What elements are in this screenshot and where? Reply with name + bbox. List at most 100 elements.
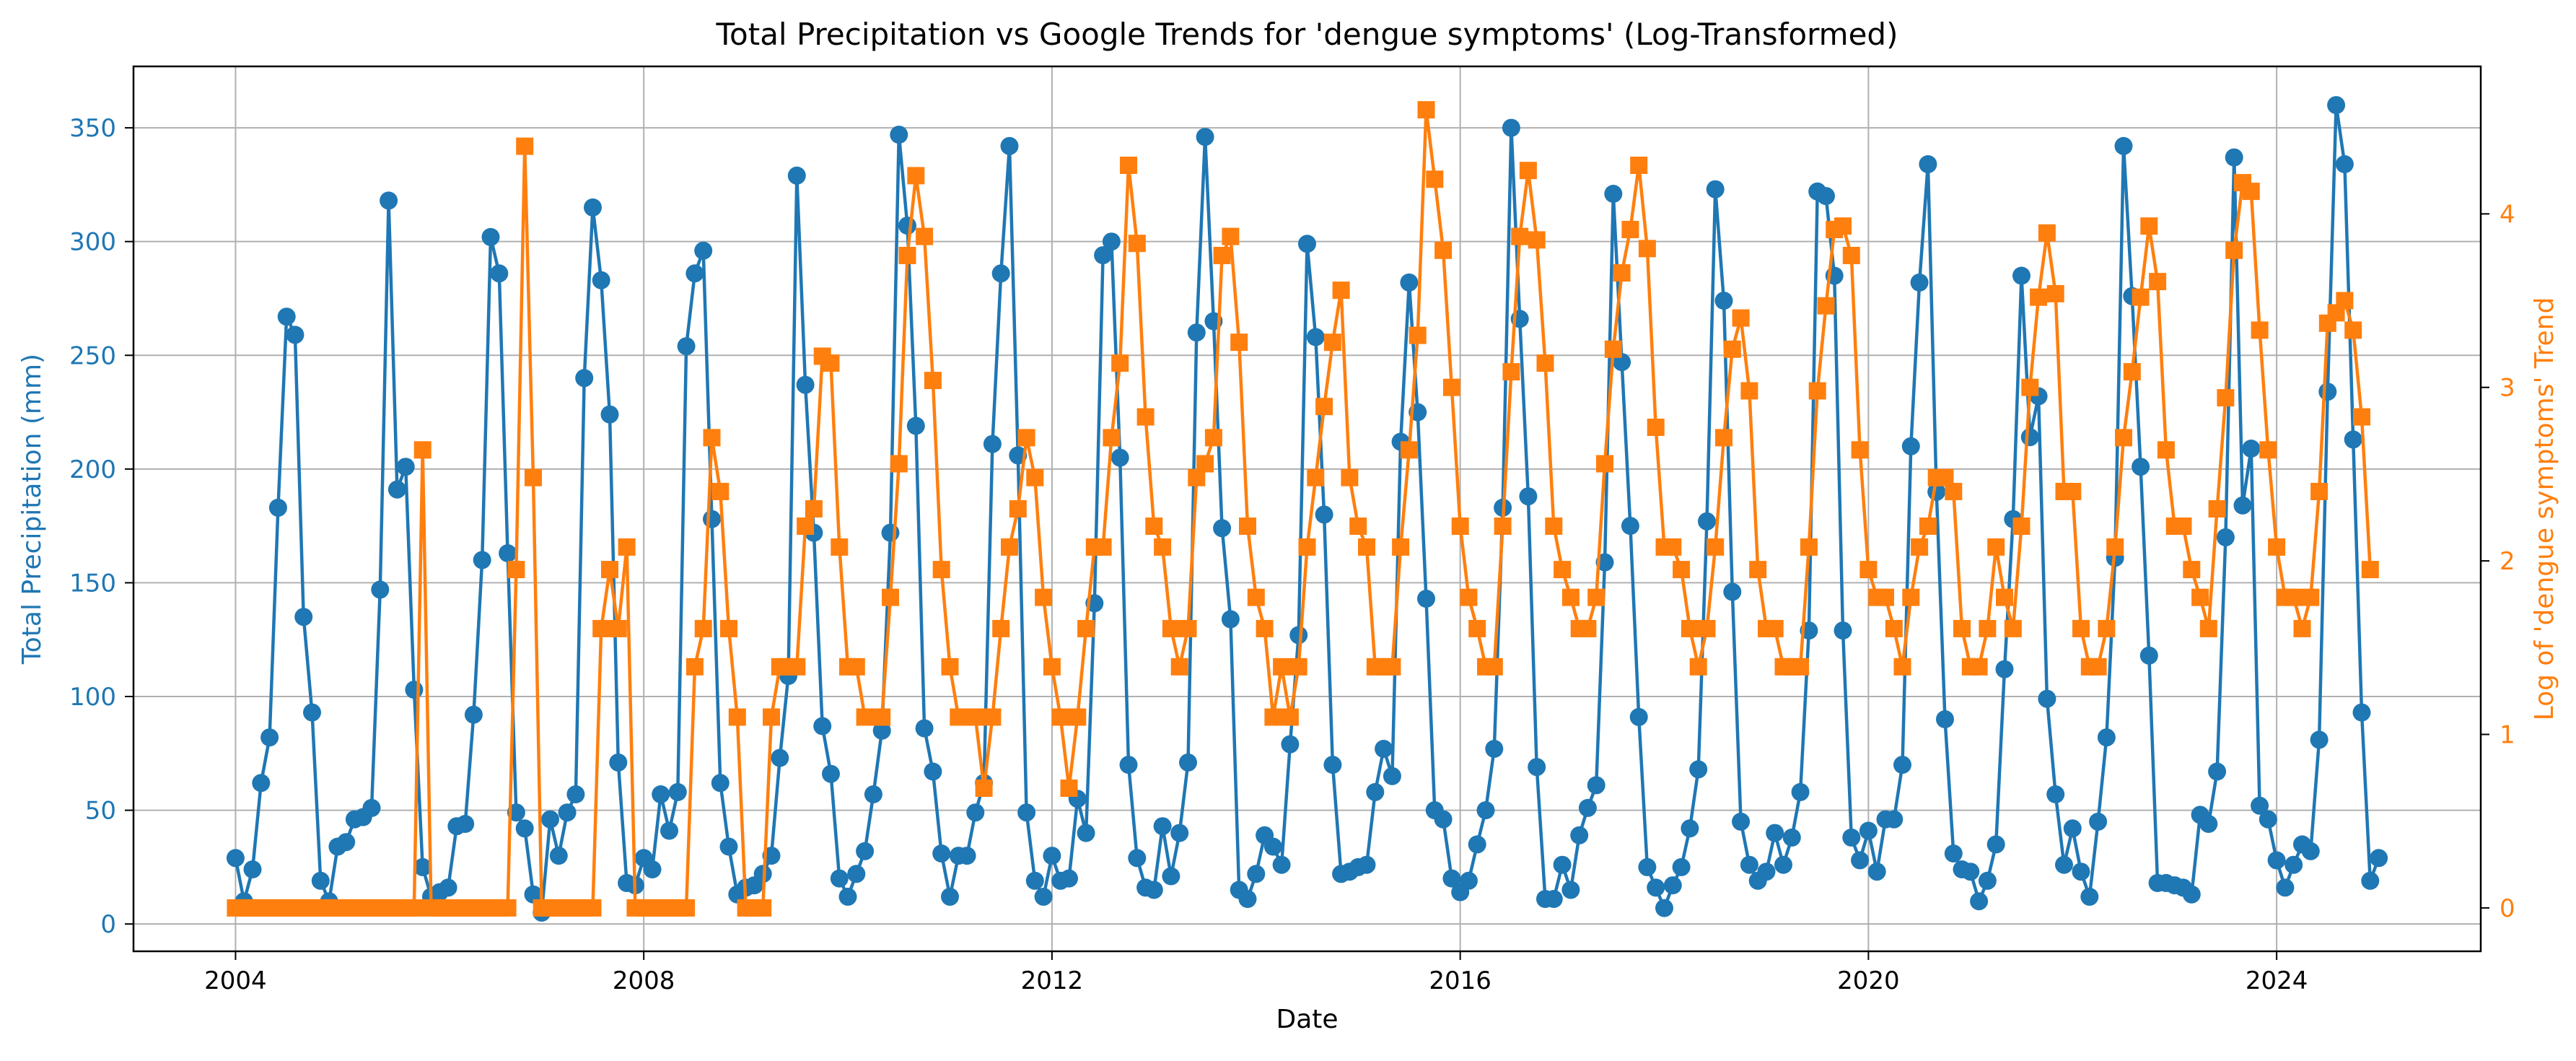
trend-point [1494,518,1512,535]
precipitation-point [277,307,296,326]
precipitation-point [387,480,406,499]
trend-point [1247,588,1265,606]
precipitation-point [771,748,789,767]
precipitation-point [822,764,840,783]
precipitation-point [2301,842,2320,860]
trend-point [1732,309,1750,327]
trend-point [2217,389,2235,407]
precipitation-point [490,264,509,283]
precipitation-point [286,326,305,344]
precipitation-point [1000,136,1019,155]
precipitation-point [1851,851,1870,870]
precipitation-point [405,681,424,699]
trend-point [2361,561,2379,579]
precipitation-point [1723,582,1742,601]
y-left-tick-label: 100 [69,683,116,712]
trend-point [2302,588,2320,606]
precipitation-point [1528,758,1546,777]
precipitation-point [1017,803,1036,822]
precipitation-point [456,815,475,833]
trend-point [703,429,721,447]
trend-point [1893,658,1911,676]
trend-point [1239,518,1256,535]
precipitation-point [856,842,875,860]
precipitation-point [915,719,934,738]
precipitation-point [1366,782,1385,801]
precipitation-point [941,887,959,906]
precipitation-point [1468,835,1486,854]
trend-point [2004,619,2022,637]
precipitation-point [2370,849,2388,868]
trend-point [2132,288,2150,306]
precipitation-point [1102,232,1121,251]
precipitation-point [1638,857,1657,876]
precipitation-point [1144,881,1163,899]
precipitation-point [703,510,721,528]
precipitation-point [1553,855,1572,874]
precipitation-point [1867,863,1886,881]
precipitation-point [1187,323,1206,342]
trend-point [1987,538,2005,556]
precipitation-point [1459,871,1478,890]
precipitation-point [2310,730,2329,749]
trend-point [1323,333,1341,352]
trend-point [941,658,959,676]
precipitation-point [1442,869,1461,888]
precipitation-point [966,803,985,822]
precipitation-point [1034,887,1053,906]
precipitation-point [1272,855,1291,874]
precipitation-point [2139,646,2158,665]
precipitation-point [643,860,662,878]
trend-point [678,899,696,917]
trend-point [1451,518,1469,535]
trend-point [2157,441,2175,459]
x-tick-label: 2024 [2246,966,2308,995]
y-right-tick-label: 2 [2500,547,2515,576]
trend-point [1136,408,1155,426]
y-left-tick-label: 50 [85,797,116,826]
precipitation-point [541,810,559,829]
precipitation-point [1936,710,1954,728]
precipitation-point [2344,430,2362,449]
trend-point [2174,518,2192,535]
trend-point [2259,441,2277,459]
precipitation-point [1238,890,1257,908]
trend-point [1128,235,1146,253]
trend-point [1953,619,1971,637]
precipitation-point [1119,756,1138,774]
precipitation-point [1221,610,1240,629]
trend-point [1647,419,1665,436]
trend-point [1264,708,1282,726]
precipitation-point [1289,626,1308,645]
trend-point [797,518,815,535]
trend-point [1749,561,1767,579]
precipitation-point [1663,876,1682,895]
trend-point [1808,382,1826,400]
precipitation-point [2020,428,2039,447]
precipitation-point [294,608,313,626]
precipitation-point [1298,235,1316,253]
trend-point [1740,382,1758,400]
precipitation-point [1196,128,1214,147]
precipitation-point [1842,828,1861,847]
precipitation-point [881,523,900,542]
trend-point [1945,483,1963,500]
precipitation-point [1978,871,1997,890]
precipitation-point [2063,819,2082,838]
precipitation-point [1655,899,1673,917]
trend-point [1103,429,1121,447]
precipitation-point [847,865,866,883]
chart-title: Total Precipitation vs Google Trends for… [716,17,1898,52]
precipitation-point [575,369,594,388]
precipitation-point [515,819,534,838]
precipitation-point [1782,828,1801,847]
precipitation-point [337,833,356,852]
precipitation-point [813,717,832,735]
precipitation-point [872,721,891,740]
trend-point [1358,538,1375,556]
precipitation-point [719,837,738,856]
precipitation-point [380,191,398,210]
trend-point [1281,708,1299,726]
trend-point [1154,538,1172,556]
